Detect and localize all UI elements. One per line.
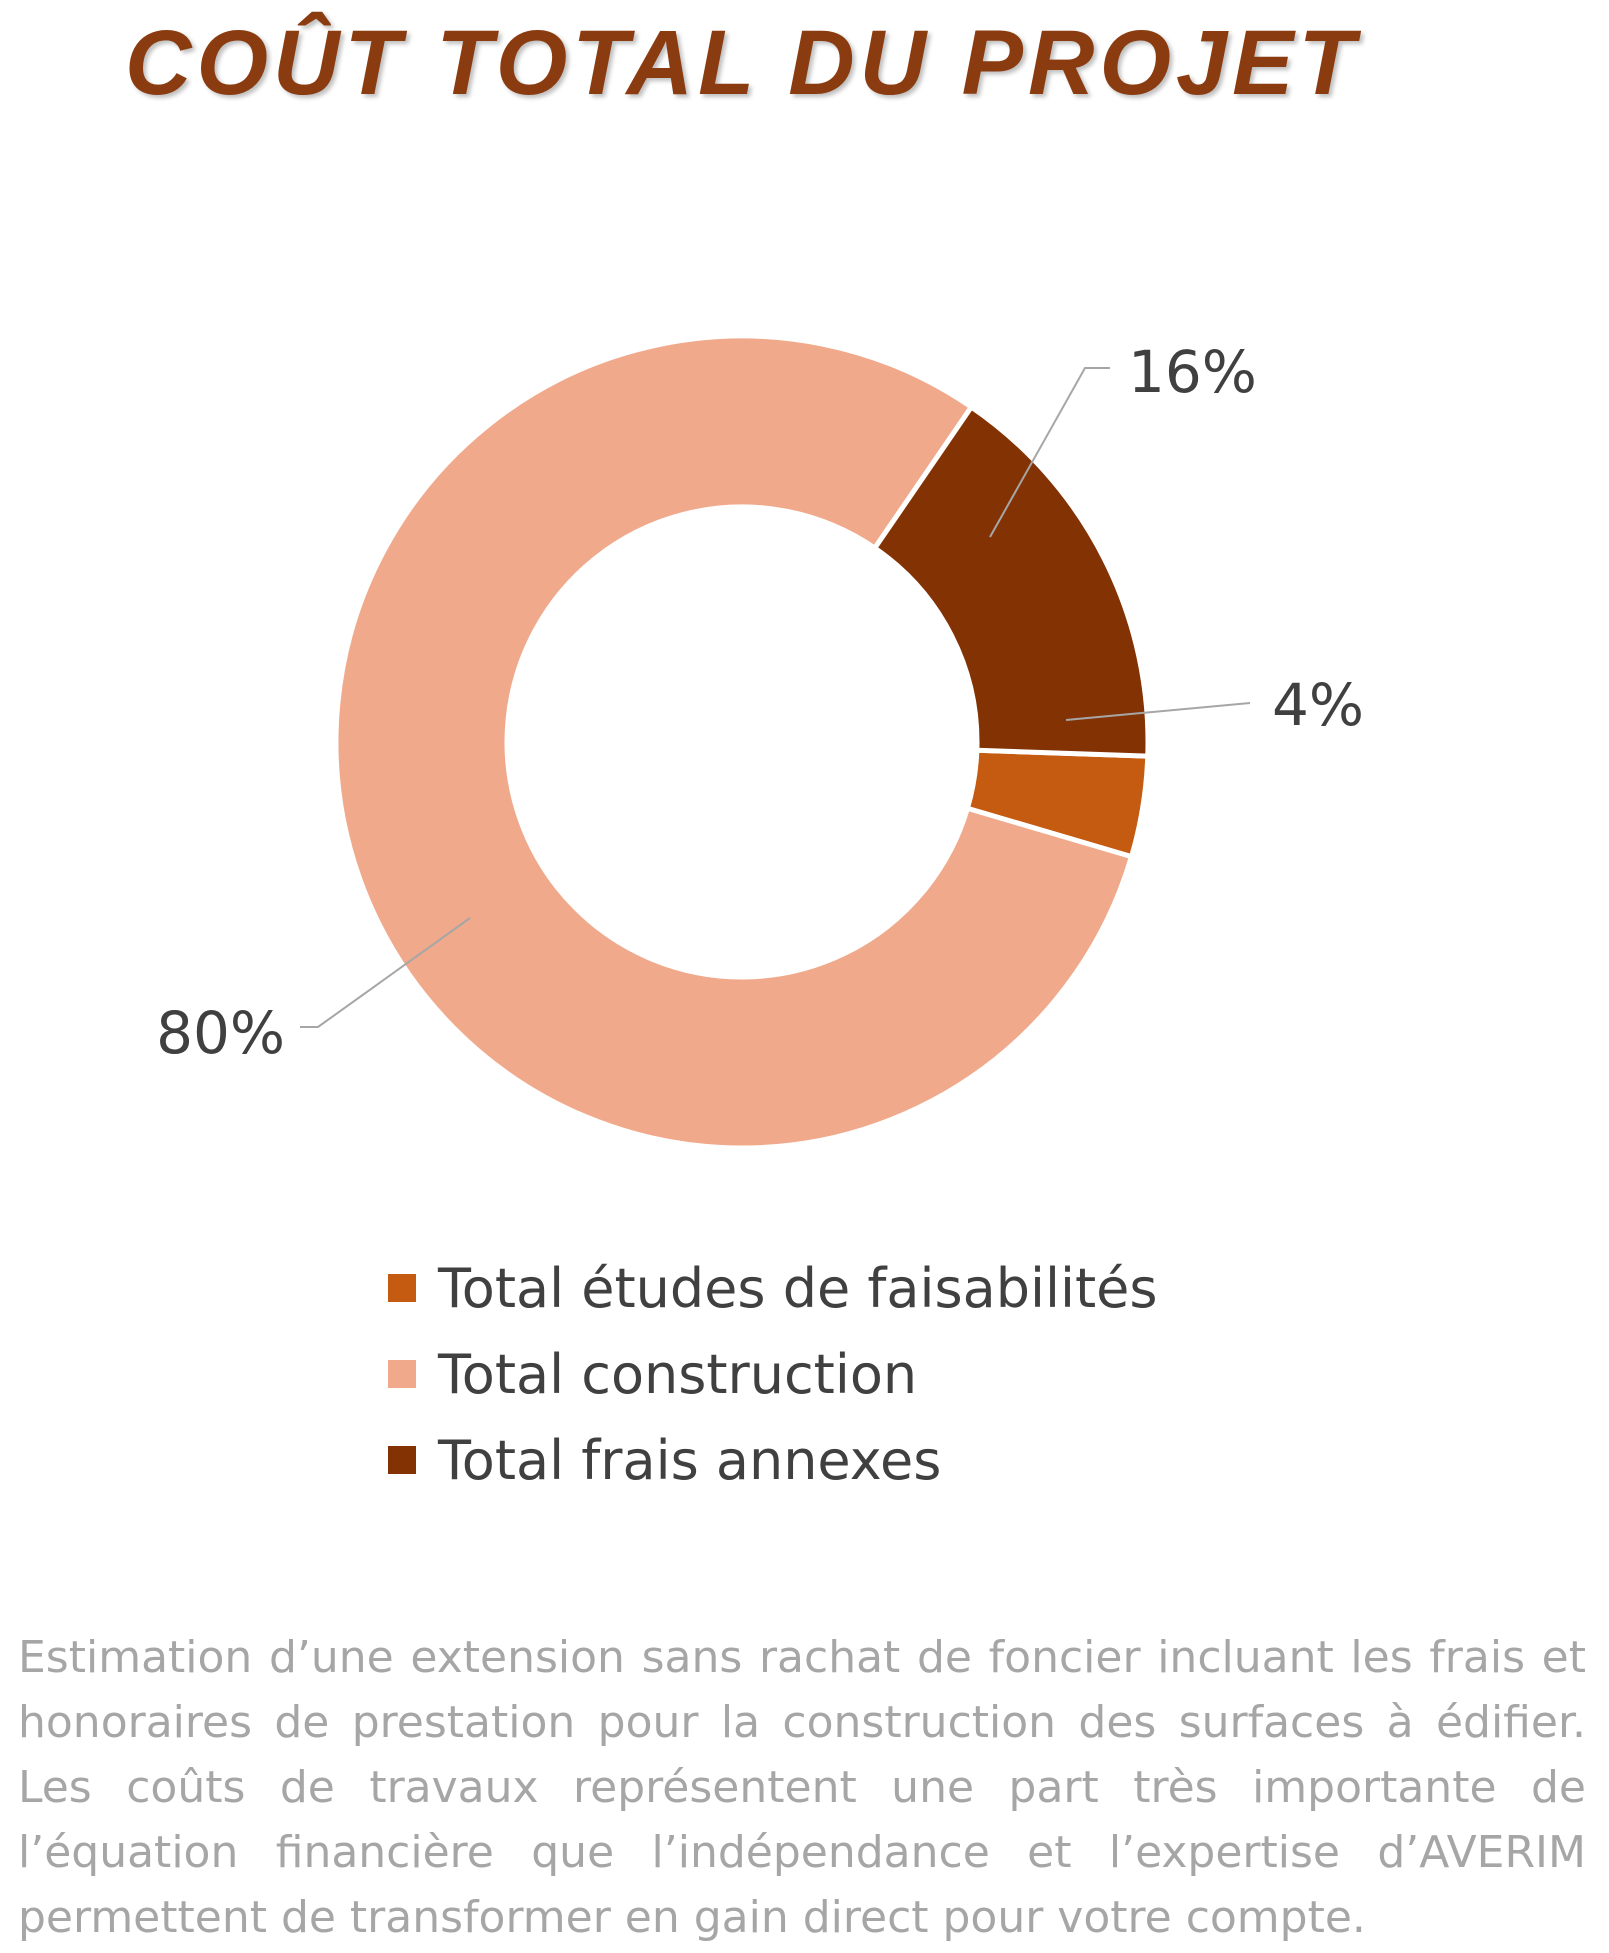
- legend-swatch-construction: [388, 1360, 416, 1388]
- legend-item-construction[interactable]: Total construction: [388, 1331, 1158, 1417]
- data-label-frais-annexes: 16%: [1128, 338, 1257, 406]
- chart-title: COÛT TOTAL DU PROJET: [125, 12, 1360, 114]
- donut-slices: [333, 333, 1151, 1151]
- slice-construction[interactable]: [333, 333, 1135, 1151]
- leader-line: [1065, 702, 1251, 721]
- legend-item-frais-annexes[interactable]: Total frais annexes: [388, 1417, 1158, 1503]
- slice-frais-annexes[interactable]: [871, 403, 1151, 759]
- legend-label-construction: Total construction: [438, 1342, 918, 1406]
- data-label-etudes: 4%: [1272, 671, 1364, 739]
- legend-label-etudes: Total études de faisabilités: [438, 1256, 1158, 1320]
- data-labels: 4% 80% 16%: [156, 338, 1364, 1067]
- leader-line: [989, 367, 1110, 538]
- legend-swatch-etudes: [388, 1274, 416, 1302]
- leader-line: [300, 917, 471, 1028]
- legend-item-etudes[interactable]: Total études de faisabilités: [388, 1245, 1158, 1331]
- legend: Total études de faisabilités Total const…: [388, 1245, 1158, 1503]
- legend-swatch-frais-annexes: [388, 1446, 416, 1474]
- description-text: Estimation d’une extension sans rachat d…: [18, 1632, 1586, 1943]
- data-label-construction: 80%: [156, 999, 285, 1067]
- legend-label-frais-annexes: Total frais annexes: [438, 1428, 942, 1492]
- leader-lines: [300, 367, 1251, 1028]
